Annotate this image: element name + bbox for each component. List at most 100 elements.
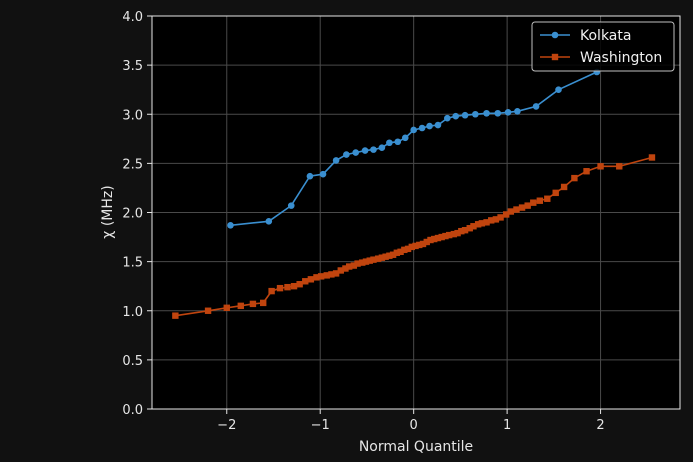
- washington-point: [313, 274, 320, 281]
- washington-point: [478, 220, 486, 227]
- kolkata-point: [361, 147, 369, 154]
- legend-marker-kolkata: [551, 31, 559, 39]
- washington-point: [323, 272, 330, 279]
- washington-point: [204, 307, 212, 314]
- y-tick-label: 2.5: [122, 157, 143, 172]
- washington-point: [412, 242, 419, 250]
- y-axis-label: χ (MHz): [100, 185, 116, 238]
- y-tick-label: 3.0: [122, 108, 143, 123]
- washington-point: [408, 243, 415, 251]
- washington-point: [382, 253, 389, 260]
- kolkata-point: [472, 110, 479, 118]
- washington-point: [445, 231, 453, 239]
- washington-point: [483, 219, 490, 226]
- washington-point: [328, 271, 335, 278]
- washington-point: [560, 183, 568, 191]
- kolkata-point: [394, 138, 402, 146]
- washington-point: [290, 282, 298, 290]
- washington-point: [544, 195, 551, 202]
- washington-point: [350, 262, 358, 269]
- washington-point: [337, 267, 344, 274]
- washington-point: [536, 197, 544, 204]
- washington-point: [268, 287, 275, 295]
- ticks: −2 −1 0 1 2 0.0 0.5 1.0 1.5 2.0 2.5 3.0 3.5 4.0: [122, 10, 604, 433]
- x-tick-label: −1: [311, 418, 330, 433]
- washington-point: [284, 283, 291, 291]
- washington-point: [317, 273, 325, 280]
- kolkata-point: [401, 134, 409, 142]
- washington-point: [237, 302, 244, 310]
- washington-point: [502, 211, 510, 218]
- y-tick-label: 1.5: [122, 256, 143, 271]
- washington-point: [458, 227, 465, 235]
- washington-point: [552, 189, 559, 197]
- legend-label-kolkata: Kolkata: [580, 28, 631, 44]
- kolkata-point: [461, 111, 469, 119]
- y-tick-label: 0.0: [122, 403, 143, 418]
- washington-point: [438, 233, 445, 241]
- washington-point: [524, 202, 531, 209]
- washington-point: [416, 241, 423, 249]
- kolkata-point: [370, 146, 377, 153]
- washington-point: [492, 216, 500, 223]
- washington-point: [423, 238, 430, 246]
- y-tick-label: 3.5: [122, 59, 143, 74]
- washington-point: [616, 163, 623, 170]
- washington-point: [427, 236, 434, 244]
- washington-point: [378, 254, 386, 261]
- washington-point: [276, 284, 284, 292]
- washington-point: [474, 221, 482, 228]
- washington-point: [307, 276, 315, 283]
- washington-point: [223, 304, 230, 312]
- washington-point: [518, 204, 526, 211]
- washington-point: [296, 281, 303, 288]
- y-tick-label: 0.5: [122, 354, 143, 369]
- kolkata-point: [434, 121, 442, 129]
- y-tick-label: 4.0: [122, 10, 143, 25]
- washington-point: [404, 245, 412, 253]
- washington-point: [302, 278, 309, 285]
- legend-label-washington: Washington: [580, 50, 662, 66]
- y-tick-label: 1.0: [122, 305, 143, 320]
- kolkata-point: [444, 114, 451, 122]
- kolkata-point: [410, 126, 417, 134]
- washington-point: [507, 208, 515, 215]
- x-tick-label: −2: [217, 418, 236, 433]
- kolkata-point: [504, 108, 512, 116]
- washington-point: [366, 257, 373, 264]
- kolkata-point: [343, 151, 350, 158]
- kolkata-point: [378, 144, 386, 151]
- kolkata-point: [418, 124, 426, 132]
- washington-point: [431, 235, 438, 243]
- washington-point: [497, 214, 504, 221]
- kolkata-point: [227, 221, 234, 229]
- kolkata-point: [452, 112, 460, 120]
- washington-point: [583, 168, 590, 175]
- washington-point: [345, 263, 353, 270]
- washington-point: [454, 229, 461, 237]
- washington-point: [648, 154, 656, 161]
- washington-point: [450, 230, 458, 238]
- washington-point: [260, 299, 267, 307]
- washington-point: [470, 223, 477, 230]
- washington-point: [342, 265, 349, 272]
- washington-point: [370, 256, 377, 263]
- kolkata-point: [306, 172, 314, 180]
- washington-point: [442, 232, 449, 240]
- washington-point: [172, 312, 179, 319]
- legend-marker-washington: [551, 53, 559, 61]
- kolkata-point: [386, 139, 393, 147]
- series-washington: [172, 154, 656, 319]
- washington-point: [354, 260, 361, 267]
- washington-point: [249, 300, 257, 308]
- washington-point: [389, 251, 397, 258]
- washington-point: [419, 240, 427, 248]
- kolkata-point: [426, 122, 433, 130]
- washington-point: [530, 199, 537, 206]
- kolkata-point: [319, 170, 327, 178]
- x-axis-label: Normal Quantile: [359, 439, 473, 455]
- washington-point: [488, 217, 495, 224]
- series-layer: [172, 68, 656, 319]
- washington-point: [466, 225, 473, 232]
- kolkata-point: [265, 218, 273, 225]
